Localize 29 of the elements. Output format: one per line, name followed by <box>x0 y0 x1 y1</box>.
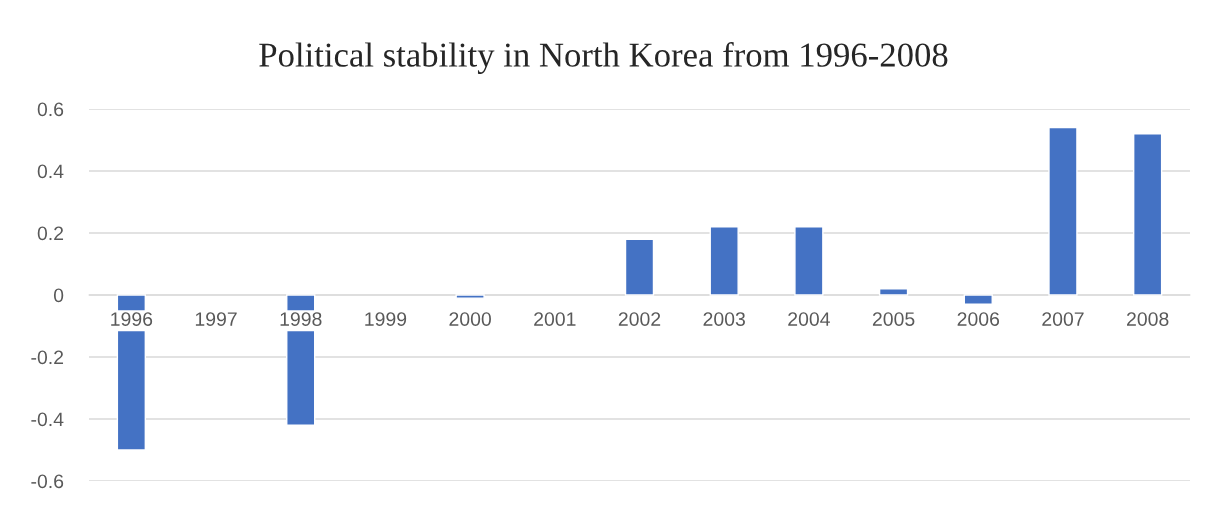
y-tick-label: 0.2 <box>37 226 64 241</box>
bar <box>878 288 909 296</box>
bar <box>1132 133 1163 296</box>
x-tick-label: 1999 <box>365 312 407 326</box>
x-tick-label: 2006 <box>957 312 1000 326</box>
y-tick-label: 0 <box>53 288 64 303</box>
x-tick-label: 1997 <box>195 312 237 326</box>
bar <box>794 226 824 296</box>
x-tick-label: 2003 <box>703 312 745 326</box>
y-tick-label: 0.6 <box>37 102 64 117</box>
y-tick-label: -0.2 <box>31 350 64 365</box>
bar <box>1048 126 1078 296</box>
x-tick-label: 2004 <box>788 312 830 326</box>
x-tick-label: 2008 <box>1127 312 1169 326</box>
x-tick-label: 1998 <box>280 312 322 326</box>
bar <box>624 238 655 296</box>
y-tick-label: -0.6 <box>31 474 64 489</box>
x-tick-label: 2007 <box>1042 312 1084 326</box>
x-tick-label: 1996 <box>111 312 153 326</box>
y-tick-label: 0.4 <box>37 164 64 179</box>
x-tick-label: 2005 <box>872 312 915 326</box>
bar <box>455 294 485 299</box>
bar <box>963 294 993 305</box>
x-tick-label: 2002 <box>618 312 661 326</box>
y-tick-label: -0.4 <box>31 412 64 427</box>
x-tick-label: 2000 <box>449 312 491 326</box>
chart-title: Political stability in North Korea from 1996-2008 <box>259 42 948 74</box>
x-tick-label: 2001 <box>534 312 576 326</box>
bar <box>709 226 739 296</box>
